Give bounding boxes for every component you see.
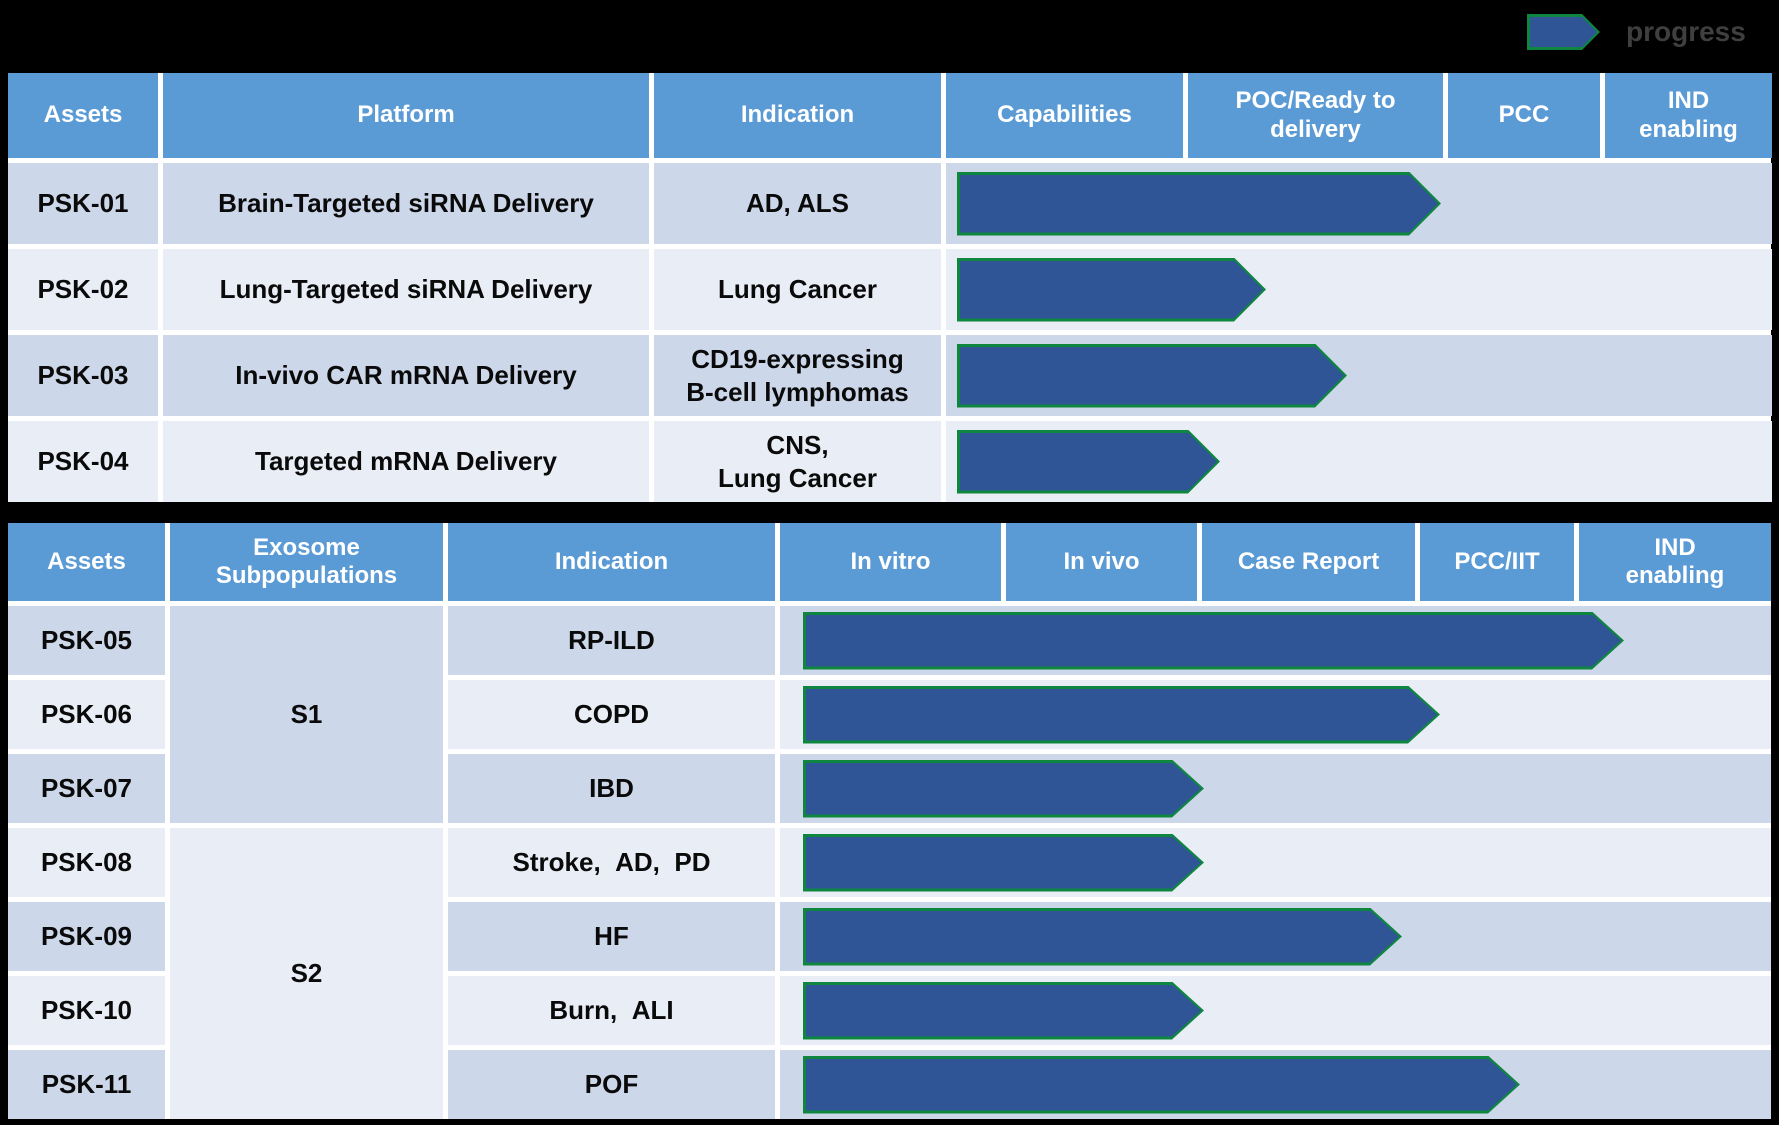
platform-cell: In-vivo CAR mRNA Delivery — [163, 335, 649, 416]
subpopulation-group-s1: S1 — [170, 606, 443, 823]
progress-arrow — [803, 760, 1204, 818]
column-header-indication: Indication — [448, 523, 775, 601]
indication-cell: IBD — [448, 754, 775, 823]
asset-cell: PSK-08 — [8, 828, 165, 897]
asset-cell: PSK-04 — [8, 421, 158, 502]
progress-track — [780, 902, 1771, 971]
progress-arrow-fill — [960, 261, 1263, 319]
column-header-poc: POC/Ready to delivery — [1188, 73, 1443, 158]
indication-cell: HF — [448, 902, 775, 971]
indication-cell: Burn, ALI — [448, 976, 775, 1045]
indication-cell: POF — [448, 1050, 775, 1119]
progress-track — [946, 421, 1772, 502]
platform-cell: Targeted mRNA Delivery — [163, 421, 649, 502]
column-header-exosome-subpopulations: Exosome Subpopulations — [170, 523, 443, 601]
progress-arrow — [957, 344, 1347, 408]
asset-cell: PSK-01 — [8, 163, 158, 244]
asset-cell: PSK-11 — [8, 1050, 165, 1119]
progress-arrow-fill — [806, 689, 1437, 741]
asset-cell: PSK-07 — [8, 754, 165, 823]
progress-arrow-fill — [960, 433, 1217, 491]
progress-arrow-fill — [960, 347, 1344, 405]
asset-cell: PSK-02 — [8, 249, 158, 330]
progress-track — [946, 249, 1772, 330]
progress-track — [780, 754, 1771, 823]
progress-arrow-fill — [1530, 17, 1597, 47]
column-header-case-report: Case Report — [1202, 523, 1415, 601]
asset-cell: PSK-05 — [8, 606, 165, 675]
progress-track — [780, 680, 1771, 749]
platform-cell: Brain-Targeted siRNA Delivery — [163, 163, 649, 244]
progress-track — [946, 163, 1772, 244]
progress-arrow — [957, 430, 1220, 494]
progress-arrow — [803, 908, 1402, 966]
progress-arrow-fill — [960, 175, 1438, 233]
platform-pipeline-table: Assets Platform Indication Capabilities … — [8, 73, 1772, 502]
indication-cell: Lung Cancer — [654, 249, 941, 330]
progress-arrow-fill — [806, 763, 1201, 815]
progress-track — [780, 828, 1771, 897]
indication-cell: CD19-expressing B-cell lymphomas — [654, 335, 941, 416]
column-header-assets: Assets — [8, 73, 158, 158]
progress-arrow-fill — [806, 837, 1201, 889]
column-header-ind: IND enabling — [1605, 73, 1772, 158]
platform-cell: Lung-Targeted siRNA Delivery — [163, 249, 649, 330]
column-header-pcc-iit: PCC/IIT — [1420, 523, 1574, 601]
asset-cell: PSK-06 — [8, 680, 165, 749]
progress-arrow — [957, 258, 1266, 322]
column-header-assets: Assets — [8, 523, 165, 601]
asset-cell: PSK-10 — [8, 976, 165, 1045]
progress-arrow — [803, 686, 1440, 744]
indication-cell: Stroke, AD, PD — [448, 828, 775, 897]
progress-arrow-fill — [806, 985, 1201, 1037]
progress-arrow — [803, 834, 1204, 892]
column-header-platform: Platform — [163, 73, 649, 158]
indication-cell: RP-ILD — [448, 606, 775, 675]
progress-arrow — [803, 982, 1204, 1040]
progress-track — [780, 976, 1771, 1045]
column-header-ind: IND enabling — [1579, 523, 1771, 601]
asset-cell: PSK-03 — [8, 335, 158, 416]
column-header-pcc: PCC — [1448, 73, 1600, 158]
subpopulation-group-s2: S2 — [170, 828, 443, 1119]
progress-arrow — [957, 172, 1441, 236]
progress-track — [946, 335, 1772, 416]
legend-label: progress — [1626, 16, 1746, 47]
progress-arrow-icon — [1527, 14, 1600, 50]
progress-arrow-fill — [806, 911, 1399, 963]
indication-cell: AD, ALS — [654, 163, 941, 244]
column-header-indication: Indication — [654, 73, 941, 158]
progress-arrow — [803, 1056, 1520, 1114]
progress-track — [780, 1050, 1771, 1119]
asset-cell: PSK-09 — [8, 902, 165, 971]
column-header-capabilities: Capabilities — [946, 73, 1183, 158]
exosome-pipeline-table: Assets Exosome Subpopulations Indication… — [8, 523, 1771, 1119]
progress-arrow-fill — [806, 1059, 1517, 1111]
progress-track — [780, 606, 1771, 675]
column-header-in-vitro: In vitro — [780, 523, 1001, 601]
legend: progress — [1527, 14, 1746, 50]
progress-arrow-fill — [806, 615, 1621, 667]
column-header-in-vivo: In vivo — [1006, 523, 1197, 601]
indication-cell: CNS, Lung Cancer — [654, 421, 941, 502]
progress-arrow — [803, 612, 1624, 670]
indication-cell: COPD — [448, 680, 775, 749]
